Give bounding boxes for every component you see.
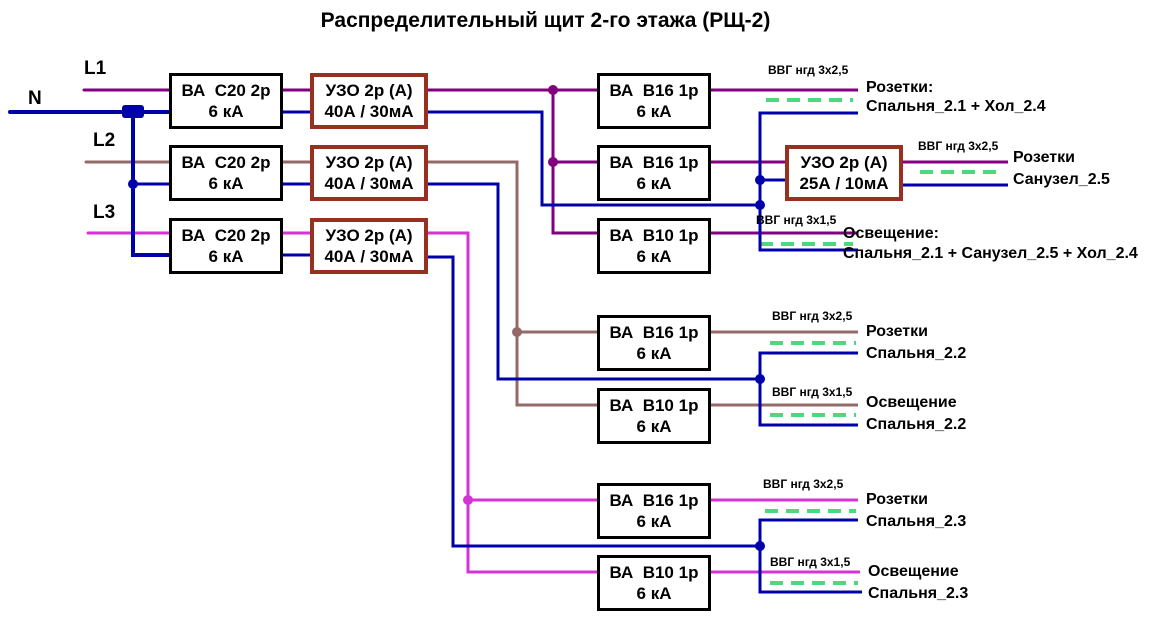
rcd-l2: УЗО 2р (А) 40А / 30мА <box>310 145 428 201</box>
circuit-name: Освещение <box>868 563 959 580</box>
device-line2: 40А / 30мА <box>324 247 414 266</box>
cable-label: ВВГ нгд 3х2,5 <box>763 477 844 491</box>
circuit-name: Розетки <box>1013 149 1075 166</box>
device-line2: 6 кА <box>636 247 672 266</box>
branch-breaker-lighting-2-3: ВА В10 1р 6 кА <box>597 555 711 611</box>
diagram-title: Распределительный щит 2-го этажа (РЩ-2) <box>320 9 771 32</box>
wires-ground <box>760 98 1003 585</box>
device-line1: ВА С20 2р <box>181 153 271 172</box>
device-line1: УЗО 2р (А) <box>325 81 413 100</box>
branch-breaker-sockets-2-1: ВА В16 1р 6 кА <box>597 73 711 129</box>
circuit-rooms: Спальня_2.1 + Санузел_2.5 + Хол_2.4 <box>843 245 1138 262</box>
junction-dots <box>122 85 765 551</box>
branch-breaker-sockets-bathroom: ВА В16 1р 6 кА <box>597 145 711 201</box>
device-line1: УЗО 2р (А) <box>800 153 888 172</box>
device-line2: 6 кА <box>636 512 672 531</box>
circuit-rooms: Санузел_2.5 <box>1013 171 1110 188</box>
device-line1: УЗО 2р (А) <box>325 226 413 245</box>
device-line2: 6 кА <box>636 417 672 436</box>
device-line2: 40А / 30мА <box>324 174 414 193</box>
feeder-label-n: N <box>28 88 42 109</box>
cable-label: ВВГ нгд 3х2,5 <box>918 139 999 153</box>
cable-label: ВВГ нгд 3х2,5 <box>768 63 849 77</box>
device-line2: 6 кА <box>208 174 244 193</box>
device-line1: ВА В16 1р <box>609 153 699 172</box>
feeder-label-l3: L3 <box>93 202 116 223</box>
device-line2: 6 кА <box>208 247 244 266</box>
device-line1: ВА С20 2р <box>181 81 271 100</box>
device-line1: ВА В10 1р <box>609 396 699 415</box>
cable-label: ВВГ нгд 3х1,5 <box>772 385 853 399</box>
feeder-label-l2: L2 <box>93 130 116 151</box>
device-line1: ВА В16 1р <box>609 491 699 510</box>
circuit-rooms: Спальня_2.2 <box>866 345 967 362</box>
wires-phase-l3 <box>86 231 860 574</box>
device-line2: 6 кА <box>636 584 672 603</box>
device-line1: ВА В16 1р <box>609 323 699 342</box>
main-breaker-l2: ВА С20 2р 6 кА <box>169 145 283 201</box>
device-line1: ВА В16 1р <box>609 81 699 100</box>
feeder-label-l1: L1 <box>84 58 107 79</box>
circuit-rooms: Спальня_2.2 <box>866 416 967 433</box>
rcd-bathroom: УЗО 2р (А) 25А / 10мА <box>785 145 903 201</box>
device-line2: 40А / 30мА <box>324 102 414 121</box>
circuit-name: Освещение: <box>843 225 939 242</box>
device-line1: ВА С20 2р <box>181 226 271 245</box>
branch-breaker-lighting-g1: ВА В10 1р 6 кА <box>597 218 711 274</box>
circuit-name: Освещение <box>866 394 957 411</box>
device-line2: 6 кА <box>208 102 244 121</box>
branch-breaker-sockets-2-3: ВА В16 1р 6 кА <box>597 483 711 539</box>
branch-breaker-sockets-2-2: ВА В16 1р 6 кА <box>597 315 711 371</box>
circuit-name: Розетки <box>866 323 928 340</box>
circuit-rooms: Спальня_2.3 <box>866 513 967 530</box>
main-breaker-l1: ВА С20 2р 6 кА <box>169 73 283 129</box>
device-line1: ВА В10 1р <box>609 563 699 582</box>
circuit-rooms: Спальня_2.1 + Хол_2.4 <box>866 98 1046 115</box>
cable-label: ВВГ нгд 3х1,5 <box>770 555 851 569</box>
device-line1: УЗО 2р (А) <box>325 153 413 172</box>
device-line2: 6 кА <box>636 102 672 121</box>
wires-phase-l1 <box>82 88 1008 235</box>
rcd-l1: УЗО 2р (А) 40А / 30мА <box>310 73 428 129</box>
device-line2: 25А / 10мА <box>799 174 889 193</box>
cable-label: ВВГ нгд 3х1,5 <box>756 213 837 227</box>
circuit-rooms: Спальня_2.3 <box>868 585 969 602</box>
wires-phase-l2 <box>84 160 858 407</box>
rcd-l3: УЗО 2р (А) 40А / 30мА <box>310 218 428 274</box>
circuit-name: Розетки <box>866 491 928 508</box>
branch-breaker-lighting-2-2: ВА В10 1р 6 кА <box>597 388 711 444</box>
device-line1: ВА В10 1р <box>609 226 699 245</box>
device-line2: 6 кА <box>636 344 672 363</box>
main-breaker-l3: ВА С20 2р 6 кА <box>169 218 283 274</box>
device-line2: 6 кА <box>636 174 672 193</box>
circuit-name: Розетки: <box>866 79 934 96</box>
cable-label: ВВГ нгд 3х2,5 <box>772 309 853 323</box>
